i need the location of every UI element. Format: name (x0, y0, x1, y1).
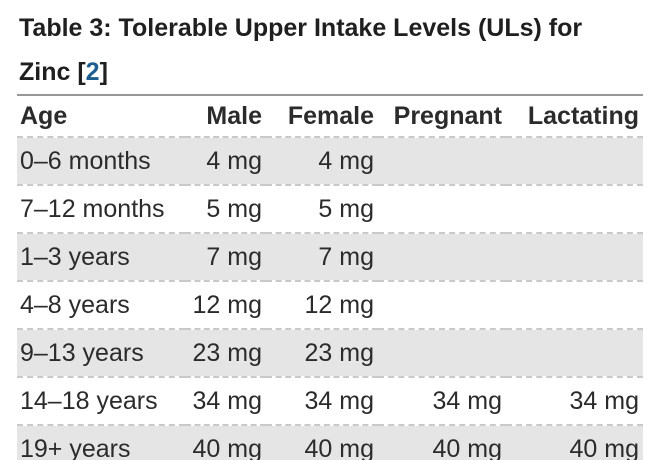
pregnant-cell: 34 mg (378, 377, 506, 426)
table-caption-line2-closing-bracket: ] (99, 58, 108, 86)
pregnant-cell (378, 233, 506, 282)
age-cell: 1–3 years (17, 233, 185, 282)
content-area: Table 3: Tolerable Upper Intake Levels (… (17, 6, 643, 460)
male-cell: 23 mg (185, 329, 266, 378)
table-row: 14–18 years 34 mg 34 mg 34 mg 34 mg (17, 377, 643, 426)
column-header-lactating: Lactating (506, 95, 643, 138)
tolerable-upper-intake-table: Age Male Female Pregnant Lactating 0–6 m… (17, 94, 643, 460)
female-cell: 40 mg (266, 425, 378, 460)
lactating-cell: 40 mg (506, 425, 643, 460)
male-cell: 12 mg (185, 281, 266, 330)
male-cell: 5 mg (185, 185, 266, 234)
column-header-pregnant: Pregnant (378, 95, 506, 138)
lactating-cell (506, 233, 643, 282)
column-header-age: Age (17, 95, 185, 138)
age-cell: 9–13 years (17, 329, 185, 378)
female-cell: 5 mg (266, 185, 378, 234)
female-cell: 12 mg (266, 281, 378, 330)
age-cell: 0–6 months (17, 137, 185, 186)
age-cell: 4–8 years (17, 281, 185, 330)
male-cell: 40 mg (185, 425, 266, 460)
male-cell: 4 mg (185, 137, 266, 186)
age-cell: 19+ years (17, 425, 185, 460)
column-header-male: Male (185, 95, 266, 138)
table-row: 1–3 years 7 mg 7 mg (17, 233, 643, 282)
age-cell: 14–18 years (17, 377, 185, 426)
table-caption-line2-text: Zinc [ (19, 58, 86, 86)
reference-link[interactable]: 2 (85, 58, 100, 86)
table-caption: Table 3: Tolerable Upper Intake Levels (… (19, 6, 643, 94)
age-cell: 7–12 months (17, 185, 185, 234)
male-cell: 34 mg (185, 377, 266, 426)
pregnant-cell (378, 281, 506, 330)
pregnant-cell (378, 137, 506, 186)
column-header-female: Female (266, 95, 378, 138)
lactating-cell: 34 mg (506, 377, 643, 426)
female-cell: 23 mg (266, 329, 378, 378)
table-caption-line1: Table 3: Tolerable Upper Intake Levels (… (19, 14, 583, 42)
lactating-cell (506, 185, 643, 234)
table-row: 19+ years 40 mg 40 mg 40 mg 40 mg (17, 425, 643, 460)
table-row: 7–12 months 5 mg 5 mg (17, 185, 643, 234)
pregnant-cell (378, 329, 506, 378)
female-cell: 7 mg (266, 233, 378, 282)
table-caption-line2: Zinc [2] (19, 50, 643, 94)
pregnant-cell (378, 185, 506, 234)
table-row: 0–6 months 4 mg 4 mg (17, 137, 643, 186)
table-row: 4–8 years 12 mg 12 mg (17, 281, 643, 330)
table-row: 9–13 years 23 mg 23 mg (17, 329, 643, 378)
pregnant-cell: 40 mg (378, 425, 506, 460)
lactating-cell (506, 281, 643, 330)
header-row: Age Male Female Pregnant Lactating (17, 95, 643, 138)
male-cell: 7 mg (185, 233, 266, 282)
table-body: 0–6 months 4 mg 4 mg 7–12 months 5 mg 5 … (17, 137, 643, 460)
female-cell: 4 mg (266, 137, 378, 186)
female-cell: 34 mg (266, 377, 378, 426)
lactating-cell (506, 137, 643, 186)
lactating-cell (506, 329, 643, 378)
